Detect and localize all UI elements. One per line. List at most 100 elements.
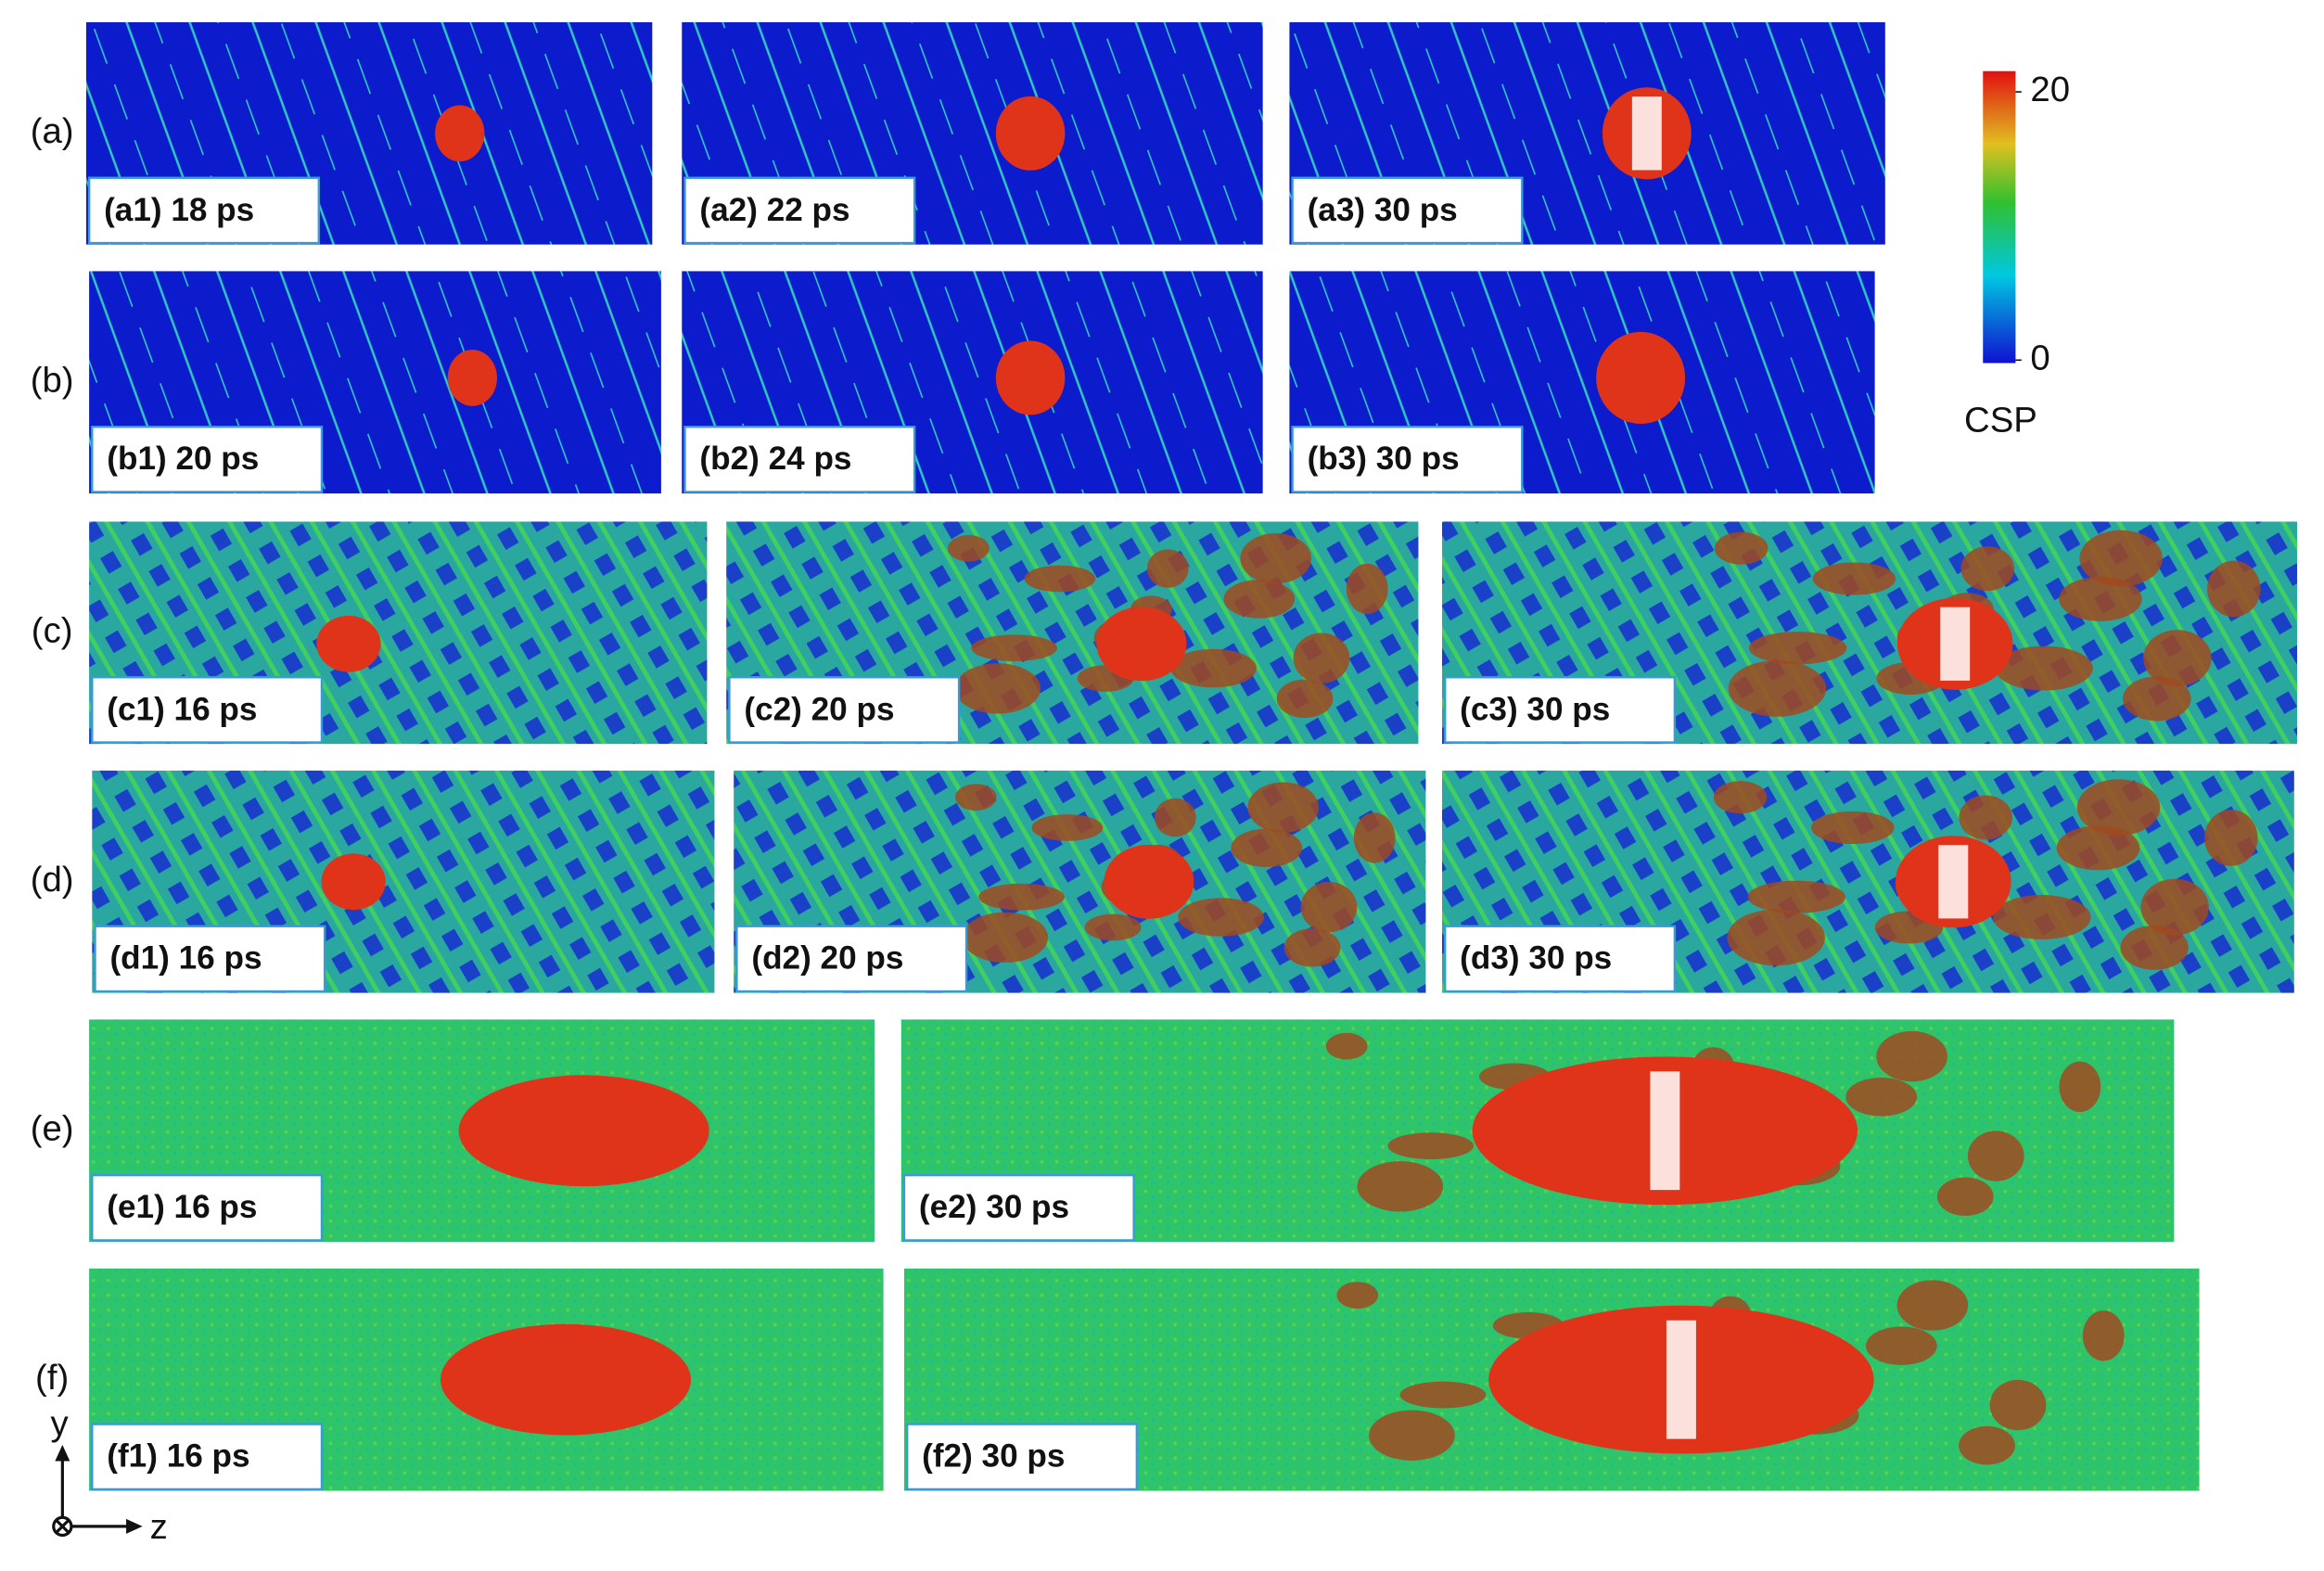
snapshot-panel: (d1) 16 ps: [92, 770, 715, 993]
snapshot-panel: (a1) 18 ps: [85, 21, 653, 245]
colorbar: [1983, 70, 2016, 364]
panel-label-box: [683, 176, 916, 245]
panel-label-box: [902, 1173, 1135, 1242]
snapshot-panel: (f1) 16 ps: [89, 1268, 884, 1491]
panel-label: (a2) 22 ps: [699, 192, 849, 228]
spall-core: [321, 853, 386, 911]
void-cluster: [1369, 1410, 1455, 1461]
void-cluster: [1747, 880, 1845, 913]
void-cluster: [1967, 1130, 2024, 1181]
void-cluster: [978, 883, 1065, 911]
void-cluster: [1960, 546, 2015, 592]
snapshot-panel: (e2) 30 ps: [900, 1019, 2175, 1243]
void-cluster: [1346, 563, 1388, 615]
void-cluster: [1325, 1032, 1368, 1060]
void-cluster: [1865, 1326, 1937, 1366]
panel-label-box: [728, 676, 961, 744]
void-cluster: [1387, 1132, 1475, 1159]
void-cluster: [1876, 1030, 1947, 1082]
void: [1650, 1071, 1680, 1191]
spall-core: [1096, 607, 1187, 682]
panel-label: (a1) 18 ps: [104, 192, 254, 228]
snapshot-panel: (c3) 30 ps: [1442, 521, 2298, 745]
panel-label: (a3) 30 ps: [1308, 192, 1458, 228]
spall-core: [447, 350, 497, 406]
axis-label: y: [51, 1403, 70, 1443]
snapshot-panel: (b2) 24 ps: [682, 271, 1263, 494]
void-cluster: [2140, 878, 2209, 936]
void-cluster: [1084, 913, 1142, 941]
snapshot-panel: (b3) 30 ps: [1289, 271, 1875, 494]
void: [1666, 1320, 1696, 1439]
void-cluster: [2056, 825, 2140, 871]
spall-core: [1596, 331, 1686, 425]
panel-label: (d3) 30 ps: [1460, 940, 1612, 977]
snapshot-panel: (a2) 22 ps: [682, 21, 1263, 245]
void-cluster: [2207, 560, 2261, 618]
spall-core: [995, 96, 1066, 171]
axis-label: z: [150, 1507, 168, 1547]
axes-triad: [52, 1444, 143, 1538]
void-cluster: [1300, 881, 1358, 933]
panel-label-box: [905, 1423, 1139, 1491]
void-cluster: [1154, 798, 1196, 837]
void-cluster: [2204, 810, 2258, 866]
panel-label-box: [91, 676, 324, 744]
snapshot-panel: (d2) 20 ps: [734, 770, 1426, 993]
snapshot-panel: (a3) 30 ps: [1289, 21, 1885, 245]
row-label: (c): [32, 610, 73, 650]
void-cluster: [1989, 1379, 2047, 1431]
void: [1940, 607, 1971, 681]
void-cluster: [1247, 782, 1320, 833]
void-cluster: [1896, 1280, 1969, 1331]
void-cluster: [1170, 648, 1257, 688]
void-cluster: [2082, 1310, 2125, 1361]
panel-label-box: [1291, 176, 1524, 245]
void-cluster: [955, 784, 997, 811]
void-cluster: [2143, 630, 2212, 686]
panel-label: (c1) 16 ps: [107, 691, 257, 727]
void-cluster: [2059, 1061, 2101, 1113]
panel-label: (f1) 16 ps: [107, 1438, 249, 1475]
snapshot-panel: (c1) 16 ps: [89, 521, 708, 745]
row-label: (e): [31, 1108, 74, 1148]
void-cluster: [1231, 828, 1303, 868]
void-cluster: [1283, 928, 1341, 967]
spall-core: [316, 615, 381, 672]
colorbar-label: CSP: [1964, 401, 2037, 441]
void-cluster: [962, 912, 1049, 964]
panel-label-box: [91, 1423, 324, 1491]
void-cluster: [1353, 812, 1396, 863]
void-cluster: [1728, 660, 1827, 717]
void-cluster: [1727, 909, 1825, 966]
snapshot-panel: (b1) 20 ps: [89, 271, 661, 494]
void-cluster: [1223, 580, 1296, 619]
void-cluster: [2059, 576, 2142, 621]
void: [1631, 96, 1662, 171]
void-cluster: [1993, 895, 2091, 939]
spall-core: [440, 1323, 692, 1436]
snapshot-panel: (c2) 20 ps: [726, 521, 1419, 745]
void-cluster: [1276, 679, 1334, 719]
panel-label: (e1) 16 ps: [107, 1189, 257, 1225]
void-cluster: [2123, 676, 2191, 722]
void-cluster: [1293, 632, 1350, 683]
void: [1938, 845, 1969, 919]
panel-label: (b3) 30 ps: [1308, 441, 1460, 477]
void-cluster: [1995, 645, 2093, 691]
panel-label: (b1) 20 ps: [107, 441, 259, 477]
panel-label-box: [91, 1173, 324, 1242]
panel-label-box: [1291, 426, 1524, 493]
panel-label: (e2) 30 ps: [919, 1189, 1069, 1225]
panel-label: (b2) 24 ps: [699, 441, 851, 477]
void-cluster: [1959, 1425, 2015, 1465]
row-label: (d): [31, 860, 74, 900]
void-cluster: [2120, 925, 2189, 970]
void-cluster: [1178, 898, 1264, 937]
void-cluster: [1146, 549, 1189, 588]
void-cluster: [1031, 814, 1104, 841]
void-cluster: [1748, 632, 1847, 665]
panel-label-box: [1444, 925, 1677, 993]
spall-core: [458, 1075, 709, 1187]
void-cluster: [1959, 795, 2012, 840]
